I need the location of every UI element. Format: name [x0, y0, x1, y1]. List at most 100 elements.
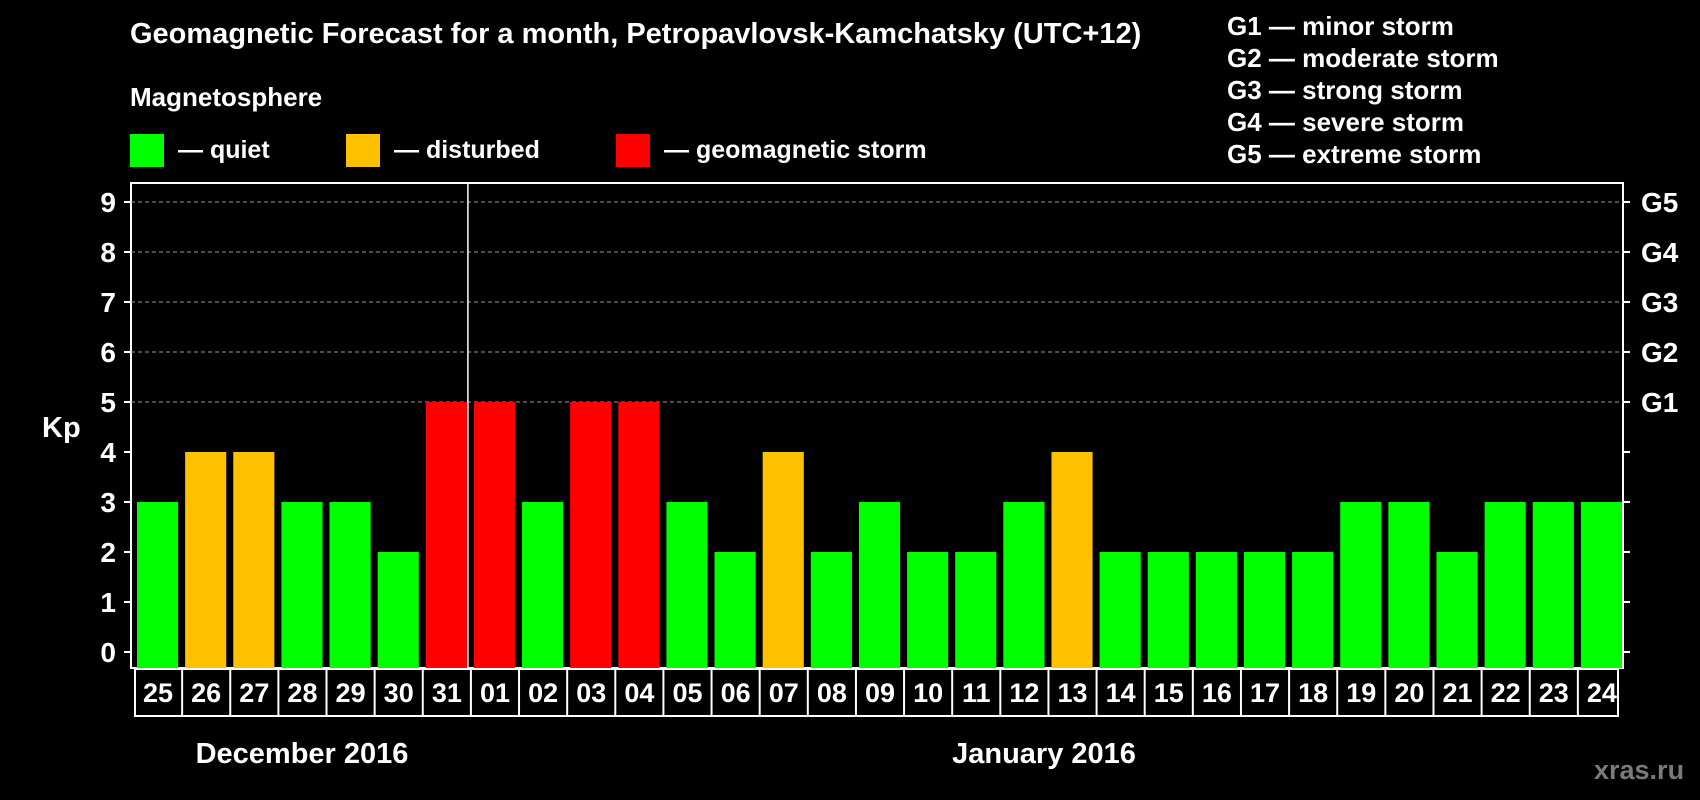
bar-09 — [858, 502, 901, 668]
bar-26 — [185, 452, 227, 668]
g-scale-item: G3 — strong storm — [1227, 75, 1463, 105]
date-label: 21 — [1443, 678, 1473, 708]
date-label: 05 — [672, 678, 702, 708]
legend-item-storm: — geomagnetic storm — [616, 134, 927, 167]
y-tick-label: 8 — [100, 237, 116, 268]
date-label: 26 — [191, 678, 221, 708]
date-label: 13 — [1057, 678, 1087, 708]
date-label: 24 — [1587, 678, 1617, 708]
g-level-label: G3 — [1641, 287, 1678, 318]
watermark: xras.ru — [1594, 755, 1685, 785]
bar-08 — [810, 552, 852, 668]
bar-06 — [714, 552, 756, 668]
legend-label-quiet: — quiet — [178, 136, 270, 164]
y-tick-label: 1 — [100, 587, 116, 618]
bar-23 — [1532, 502, 1574, 668]
bar-13 — [1051, 452, 1093, 668]
date-label: 12 — [1009, 678, 1039, 708]
date-label: 25 — [143, 678, 173, 708]
date-label: 07 — [769, 678, 799, 708]
date-label: 18 — [1298, 678, 1328, 708]
date-label: 19 — [1346, 678, 1376, 708]
date-label: 16 — [1202, 678, 1232, 708]
date-label: 29 — [336, 678, 366, 708]
bar-22 — [1484, 502, 1526, 668]
bar-02 — [522, 502, 564, 668]
legend-label-storm: — geomagnetic storm — [664, 136, 927, 164]
legend-swatch-storm — [616, 134, 650, 167]
month-label-december: December 2016 — [196, 738, 409, 770]
bar-31 — [425, 402, 467, 668]
bar-05 — [666, 502, 708, 668]
bar-30 — [377, 552, 419, 668]
date-label: 02 — [528, 678, 558, 708]
bar-07 — [762, 452, 804, 668]
y-tick-label: 7 — [100, 287, 116, 318]
legend-label-disturbed: — disturbed — [394, 136, 540, 164]
y-tick-label: 4 — [100, 437, 116, 468]
bar-03 — [570, 402, 612, 668]
bar-24 — [1580, 502, 1622, 668]
date-label: 31 — [432, 678, 462, 708]
y-tick-label: 6 — [100, 337, 116, 368]
legend-swatch-disturbed — [346, 134, 380, 167]
g-scale-item: G5 — extreme storm — [1227, 139, 1482, 169]
date-label: 15 — [1154, 678, 1184, 708]
date-label: 14 — [1106, 678, 1136, 708]
date-label: 30 — [384, 678, 414, 708]
date-label: 01 — [480, 678, 510, 708]
chart-title: Geomagnetic Forecast for a month, Petrop… — [130, 18, 1142, 50]
legend-item-quiet: — quiet — [130, 134, 270, 167]
g-scale-item: G2 — moderate storm — [1227, 43, 1499, 73]
bar-25 — [137, 502, 179, 668]
bar-14 — [1099, 552, 1141, 668]
bar-29 — [329, 502, 371, 668]
bar-20 — [1388, 502, 1430, 668]
y-tick-label: 2 — [100, 537, 116, 568]
date-label: 04 — [624, 678, 654, 708]
date-label: 09 — [865, 678, 895, 708]
y-tick-label: 0 — [100, 637, 116, 668]
bar-27 — [233, 452, 275, 668]
bar-17 — [1243, 552, 1286, 668]
date-label: 23 — [1539, 678, 1569, 708]
legend-item-disturbed: — disturbed — [346, 134, 540, 167]
date-label: 08 — [817, 678, 847, 708]
date-label: 03 — [576, 678, 606, 708]
bar-28 — [281, 502, 323, 668]
g-scale-item: G4 — severe storm — [1227, 107, 1465, 137]
date-label: 10 — [913, 678, 943, 708]
month-label-january: January 2016 — [952, 738, 1136, 770]
bar-18 — [1292, 552, 1334, 668]
date-label: 20 — [1394, 678, 1424, 708]
y-axis-label: Kp — [42, 412, 81, 444]
g-scale-item: G1 — minor storm — [1227, 11, 1454, 41]
date-label: 28 — [287, 678, 317, 708]
legend-swatch-quiet — [130, 134, 164, 167]
g-level-label: G4 — [1641, 237, 1679, 268]
bar-15 — [1147, 552, 1189, 668]
y-tick-label: 5 — [100, 387, 116, 418]
bar-12 — [1003, 502, 1045, 668]
y-tick-label: 3 — [100, 487, 116, 518]
g-level-label: G5 — [1641, 187, 1678, 218]
date-label: 17 — [1250, 678, 1280, 708]
date-box-row — [134, 668, 1619, 717]
bar-19 — [1340, 502, 1382, 668]
date-label: 22 — [1491, 678, 1521, 708]
bar-01 — [473, 402, 516, 668]
date-label: 27 — [239, 678, 269, 708]
bar-16 — [1195, 552, 1237, 668]
date-label: 06 — [721, 678, 751, 708]
bar-10 — [907, 552, 949, 668]
g-level-label: G2 — [1641, 337, 1678, 368]
date-label: 11 — [962, 678, 991, 708]
y-tick-label: 9 — [100, 187, 116, 218]
legend-heading: Magnetosphere — [130, 82, 323, 112]
g-level-label: G1 — [1641, 387, 1678, 418]
g-scale-legend: G1 — minor storm G2 — moderate storm G3 … — [1227, 10, 1499, 170]
bar-21 — [1436, 552, 1478, 668]
bar-11 — [955, 552, 997, 668]
bar-04 — [618, 402, 660, 668]
